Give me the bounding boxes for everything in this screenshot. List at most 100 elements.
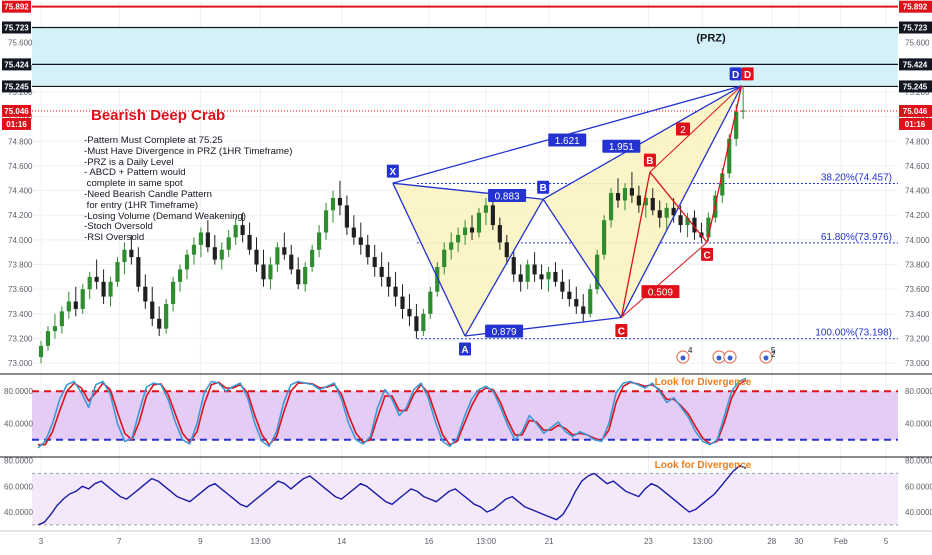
candle-body — [692, 217, 697, 233]
candle-body — [588, 289, 593, 314]
time-axis-tick: 21 — [545, 537, 554, 546]
abcd-d-label: D — [741, 67, 754, 81]
candle-body — [337, 197, 343, 206]
candle-body — [560, 281, 565, 292]
point-d-label-text: D — [732, 70, 739, 81]
abcd-c-label: C — [701, 247, 714, 261]
candle-body — [490, 205, 495, 226]
bcd-triangle — [543, 85, 742, 318]
candle-body — [650, 197, 655, 211]
candle-body — [296, 269, 301, 285]
price-tag-left-text: 75.723 — [4, 24, 29, 33]
price-tag-left-text: 75.245 — [4, 82, 29, 91]
xabcd-ratio-label: 1.621 — [548, 133, 587, 147]
point-a-label-text: A — [461, 345, 468, 356]
event-flag-icon: 5 — [759, 346, 776, 364]
xab-triangle — [392, 183, 544, 337]
rsi-pane-annotation: Look for Divergence — [655, 460, 752, 471]
candle-body — [643, 197, 648, 206]
price-axis-tick-left: 74.800 — [8, 137, 33, 146]
candle-body — [657, 210, 662, 218]
fib-level-label: 61.80%(73.976) — [821, 232, 892, 243]
price-axis-tick-right: 73.400 — [905, 310, 930, 319]
price-tag-left-box — [2, 104, 31, 117]
candle-body — [379, 267, 384, 277]
time-axis-tick: Feb — [834, 537, 848, 546]
candle-body — [73, 301, 78, 309]
rsi-pane-tick-right: 60.0000 — [905, 482, 932, 491]
xabcd-ratio-label: 1.951 — [602, 139, 641, 153]
candle-body — [198, 232, 203, 245]
candle-body — [108, 281, 113, 297]
candle-body — [476, 212, 482, 233]
price-axis-tick-left: 74.200 — [8, 211, 33, 220]
price-axis-tick-right: 74.600 — [905, 162, 930, 171]
xabcd-ratio-label: 0.883 — [488, 189, 527, 203]
rsi-pane-band — [32, 473, 898, 525]
price-axis-tick-right: 75.200 — [905, 88, 930, 97]
price-tag-left-box — [2, 0, 31, 13]
point-a-label: A — [459, 342, 471, 356]
price-tag-right-box — [899, 21, 932, 34]
candle-body — [727, 138, 732, 174]
abcd-c-label-box — [701, 247, 714, 261]
candle-body — [101, 281, 106, 297]
stochastic-pane-tick-right: 80.0000 — [905, 387, 932, 396]
candle-body — [129, 249, 134, 258]
candle-body — [240, 225, 245, 235]
candle-body — [351, 227, 356, 238]
candle-body — [525, 264, 530, 282]
notes-list: -Pattern Must Complete at 75.25 -Must Hav… — [84, 135, 344, 244]
price-axis-tick-left: 75.000 — [8, 113, 33, 122]
price-axis-tick-left: 74.400 — [8, 187, 33, 196]
ab-leg — [464, 198, 544, 337]
time-axis-tick: 13:00 — [693, 537, 714, 546]
candle-body — [330, 197, 336, 211]
price-axis-tick-right: 73.200 — [905, 334, 930, 343]
abcd-b-label: B — [643, 153, 656, 167]
price-tag-right-box — [899, 80, 932, 93]
candle-body — [66, 301, 71, 312]
price-tag-right-box — [899, 0, 932, 13]
point-b-label-text: B — [540, 183, 547, 194]
candle-body — [428, 291, 433, 314]
candle-body — [393, 286, 398, 297]
point-x-label: X — [386, 164, 399, 178]
candle-body — [323, 210, 329, 233]
point-c-label-abcd-a-box — [615, 324, 628, 338]
price-axis-tick-left: 73.000 — [8, 359, 33, 368]
countdown-right-text: 01:16 — [905, 120, 926, 129]
rsi-pane-tick-right: 40.0000 — [905, 508, 932, 517]
candle-body — [518, 274, 523, 282]
event-flag-icon-dot — [680, 355, 686, 361]
candle-body — [456, 234, 461, 243]
xabcd-ratio-label: 0.879 — [485, 324, 524, 338]
candle-body — [122, 249, 127, 263]
xabcd-ratio-label-text: 0.879 — [492, 327, 517, 338]
candle-body — [678, 215, 683, 226]
price-axis-tick-right: 74.000 — [905, 236, 930, 245]
chart-title: Bearish Deep Crab — [91, 107, 226, 124]
candle-body — [344, 205, 349, 228]
candle-body — [317, 232, 322, 250]
candle-body — [685, 217, 690, 226]
candle-body — [553, 271, 558, 282]
candle-body — [629, 188, 635, 196]
candle-body — [52, 326, 58, 332]
note-line: -Must Have Divergence in PRZ (1HR Timefr… — [84, 145, 293, 157]
candle-body — [595, 254, 600, 290]
xabcd-ratio-label-text: 1.621 — [555, 136, 580, 147]
stochastic-pane: 80.0000 80.0000 40.0000 40.0000 Look for Div… — [4, 377, 932, 449]
fib-level-label: 100.00%(73.198) — [815, 328, 892, 339]
time-axis-tick: 7 — [117, 537, 122, 546]
abcd-ratio-label: 2 — [676, 122, 691, 136]
price-tag-left-text: 75.046 — [4, 107, 29, 116]
event-flag-icon-dot — [716, 355, 722, 361]
candle-body — [483, 205, 489, 213]
abcd-cd — [706, 85, 743, 243]
stochastic-pane-tick-left: 40.0000 — [4, 420, 33, 429]
time-axis-tick: 13:00 — [251, 537, 272, 546]
point-b-label-box — [537, 180, 550, 194]
candle-body — [421, 313, 426, 332]
candle-body — [59, 311, 64, 327]
